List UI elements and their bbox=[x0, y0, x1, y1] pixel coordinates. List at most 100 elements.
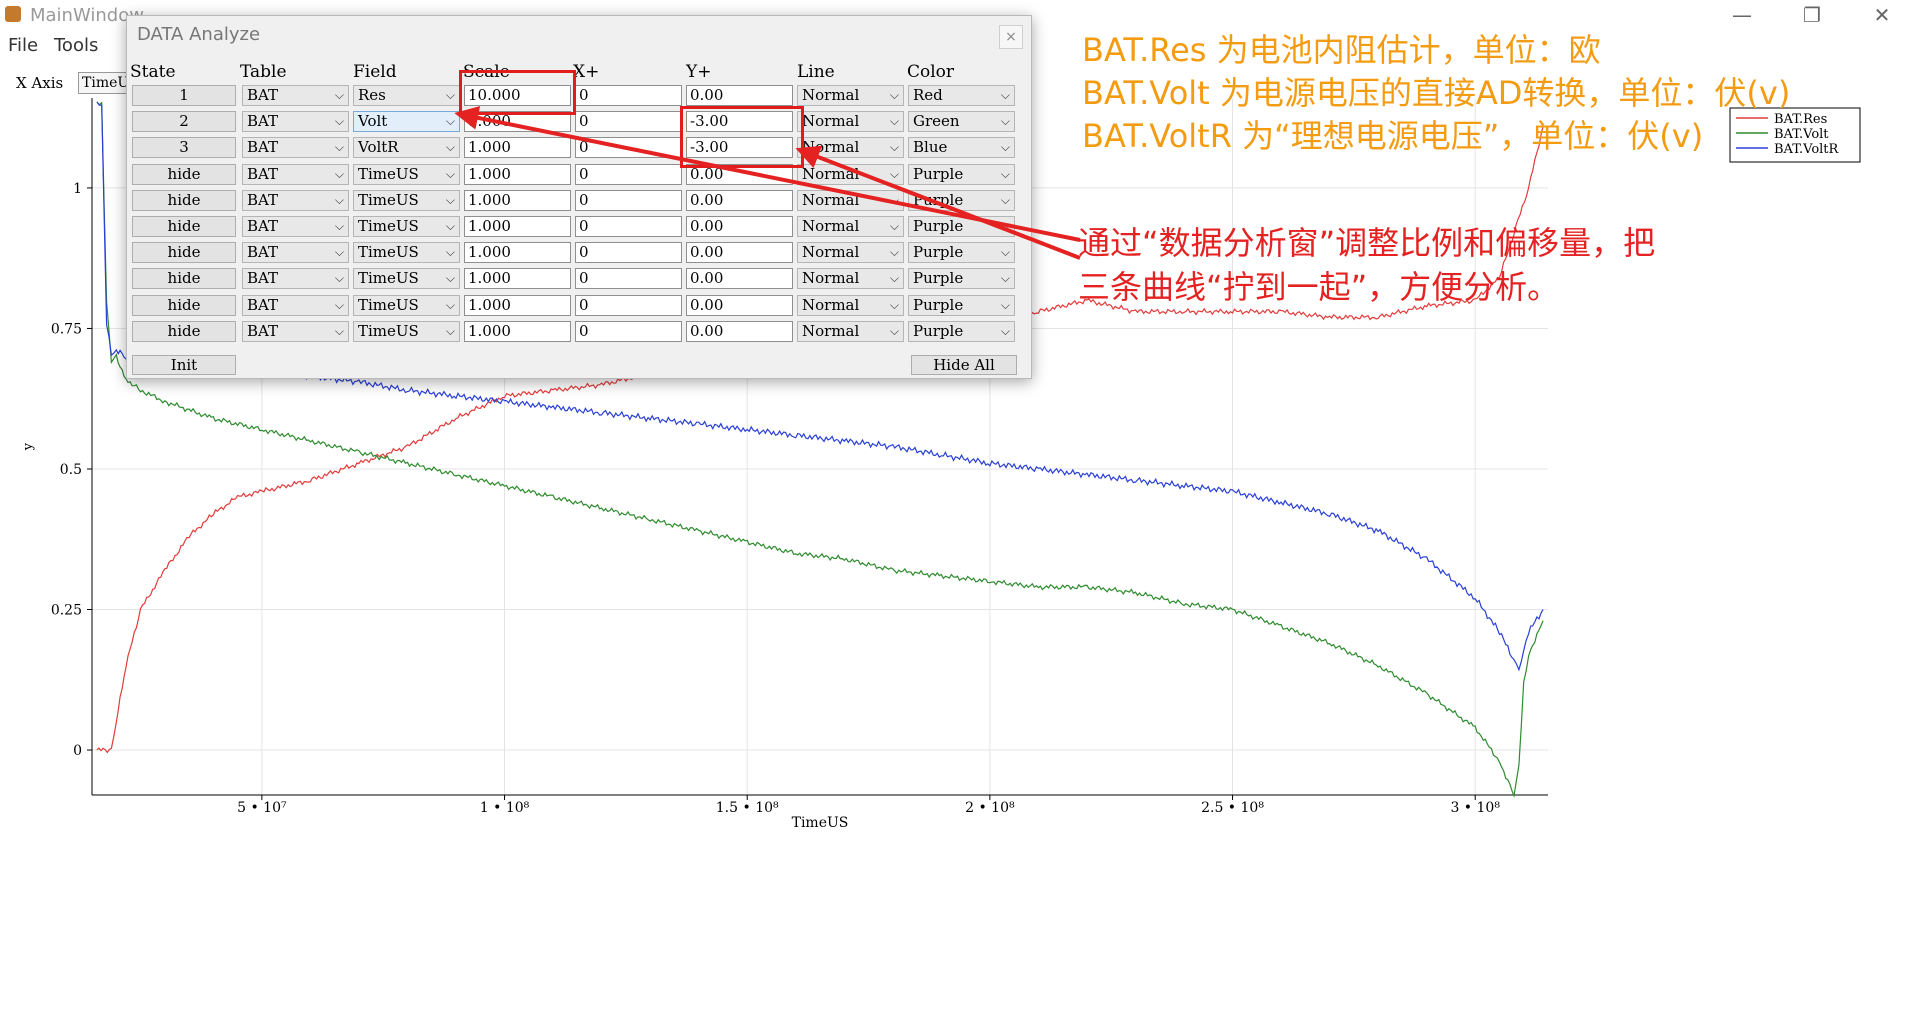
x-offset-input[interactable]: 0 bbox=[575, 190, 682, 211]
line-style-combo[interactable]: Normal ⌵ bbox=[797, 321, 904, 342]
dialog-close-button[interactable]: × bbox=[999, 25, 1023, 49]
line-style-combo[interactable]: Normal ⌵ bbox=[797, 216, 904, 237]
y-offset-input[interactable]: 0.00 bbox=[686, 242, 793, 263]
scale-input[interactable]: 1.000 bbox=[464, 190, 571, 211]
state-button[interactable]: hide bbox=[132, 242, 236, 263]
x-offset-input[interactable]: 0 bbox=[575, 216, 682, 237]
line-style-combo-value: Normal bbox=[802, 322, 859, 340]
field-combo[interactable]: TimeUS ⌵ bbox=[353, 242, 460, 263]
state-button[interactable]: hide bbox=[132, 164, 236, 185]
field-combo[interactable]: Volt ⌵ bbox=[353, 111, 460, 132]
table-combo[interactable]: BAT ⌵ bbox=[242, 216, 349, 237]
state-button[interactable]: 1 bbox=[132, 85, 236, 106]
color-combo[interactable]: Purple ⌵ bbox=[908, 164, 1015, 185]
y-offset-input[interactable]: 0.00 bbox=[686, 268, 793, 289]
line-style-combo[interactable]: Normal ⌵ bbox=[797, 190, 904, 211]
scale-input[interactable]: 1.000 bbox=[464, 242, 571, 263]
state-button-value: hide bbox=[168, 296, 201, 314]
field-combo[interactable]: VoltR ⌵ bbox=[353, 137, 460, 158]
minimize-button[interactable]: — bbox=[1722, 2, 1762, 28]
table-combo[interactable]: BAT ⌵ bbox=[242, 321, 349, 342]
hide-all-button[interactable]: Hide All bbox=[911, 355, 1017, 375]
state-button[interactable]: 2 bbox=[132, 111, 236, 132]
table-combo[interactable]: BAT ⌵ bbox=[242, 295, 349, 316]
state-button[interactable]: hide bbox=[132, 321, 236, 342]
color-combo-value: Purple bbox=[913, 322, 963, 340]
x-offset-input[interactable]: 0 bbox=[575, 268, 682, 289]
scale-input-value: 1.000 bbox=[468, 322, 511, 340]
annotation-definitions: BAT.Res 为电池内阻估计，单位：欧 BAT.Volt 为电源电压的直接AD… bbox=[1082, 29, 1790, 158]
state-button[interactable]: hide bbox=[132, 268, 236, 289]
table-combo[interactable]: BAT ⌵ bbox=[242, 85, 349, 106]
close-button[interactable]: ✕ bbox=[1862, 2, 1902, 28]
color-combo[interactable]: Blue ⌵ bbox=[908, 137, 1015, 158]
field-combo[interactable]: TimeUS ⌵ bbox=[353, 190, 460, 211]
scale-input[interactable]: 1.000 bbox=[464, 164, 571, 185]
table-combo[interactable]: BAT ⌵ bbox=[242, 242, 349, 263]
scale-input[interactable]: 1.000 bbox=[464, 137, 571, 158]
scale-input[interactable]: 1.000 bbox=[464, 268, 571, 289]
state-button[interactable]: hide bbox=[132, 295, 236, 316]
x-offset-input[interactable]: 0 bbox=[575, 295, 682, 316]
chevron-down-icon: ⌵ bbox=[335, 138, 344, 157]
restore-button[interactable]: ❐ bbox=[1792, 2, 1832, 28]
scale-input-value: 1.000 bbox=[468, 165, 511, 183]
line-style-combo[interactable]: Normal ⌵ bbox=[797, 137, 904, 158]
state-button[interactable]: hide bbox=[132, 190, 236, 211]
menu-file[interactable]: File bbox=[8, 35, 38, 56]
color-combo[interactable]: Purple ⌵ bbox=[908, 242, 1015, 263]
field-combo[interactable]: TimeUS ⌵ bbox=[353, 295, 460, 316]
x-offset-input-value: 0 bbox=[579, 296, 589, 314]
scale-input[interactable]: 1.000 bbox=[464, 216, 571, 237]
field-combo[interactable]: TimeUS ⌵ bbox=[353, 268, 460, 289]
line-style-combo[interactable]: Normal ⌵ bbox=[797, 164, 904, 185]
table-combo[interactable]: BAT ⌵ bbox=[242, 190, 349, 211]
color-combo[interactable]: Green ⌵ bbox=[908, 111, 1015, 132]
y-offset-input[interactable]: 0.00 bbox=[686, 295, 793, 316]
line-style-combo[interactable]: Normal ⌵ bbox=[797, 85, 904, 106]
line-style-combo[interactable]: Normal ⌵ bbox=[797, 111, 904, 132]
x-axis-title: TimeUS bbox=[792, 815, 849, 831]
table-combo[interactable]: BAT ⌵ bbox=[242, 164, 349, 185]
y-offset-input[interactable]: 0.00 bbox=[686, 321, 793, 342]
x-offset-input[interactable]: 0 bbox=[575, 242, 682, 263]
field-combo-value: TimeUS bbox=[358, 243, 419, 261]
field-combo[interactable]: TimeUS ⌵ bbox=[353, 164, 460, 185]
state-button-value: hide bbox=[168, 217, 201, 235]
x-offset-input[interactable]: 0 bbox=[575, 85, 682, 106]
table-combo[interactable]: BAT ⌵ bbox=[242, 111, 349, 132]
scale-input[interactable]: 1.000 bbox=[464, 321, 571, 342]
color-combo[interactable]: Purple ⌵ bbox=[908, 295, 1015, 316]
state-button[interactable]: hide bbox=[132, 216, 236, 237]
scale-input-value: 1.000 bbox=[468, 243, 511, 261]
table-combo[interactable]: BAT ⌵ bbox=[242, 268, 349, 289]
x-offset-input[interactable]: 0 bbox=[575, 164, 682, 185]
color-combo[interactable]: Purple ⌵ bbox=[908, 190, 1015, 211]
color-combo[interactable]: Purple ⌵ bbox=[908, 321, 1015, 342]
x-offset-input[interactable]: 0 bbox=[575, 111, 682, 132]
field-combo[interactable]: Res ⌵ bbox=[353, 85, 460, 106]
field-combo[interactable]: TimeUS ⌵ bbox=[353, 216, 460, 237]
line-style-combo[interactable]: Normal ⌵ bbox=[797, 268, 904, 289]
y-offset-input[interactable]: 0.00 bbox=[686, 85, 793, 106]
color-combo[interactable]: Purple ⌵ bbox=[908, 216, 1015, 237]
init-button[interactable]: Init bbox=[132, 355, 236, 375]
color-combo[interactable]: Red ⌵ bbox=[908, 85, 1015, 106]
x-offset-input[interactable]: 0 bbox=[575, 321, 682, 342]
x-axis-combo[interactable]: TimeU bbox=[78, 72, 130, 94]
table-combo[interactable]: BAT ⌵ bbox=[242, 137, 349, 158]
chevron-down-icon: ⌵ bbox=[890, 138, 899, 157]
state-button[interactable]: 3 bbox=[132, 137, 236, 158]
line-style-combo[interactable]: Normal ⌵ bbox=[797, 242, 904, 263]
color-combo[interactable]: Purple ⌵ bbox=[908, 268, 1015, 289]
x-offset-input[interactable]: 0 bbox=[575, 137, 682, 158]
menu-tools[interactable]: Tools bbox=[54, 35, 98, 56]
field-combo[interactable]: TimeUS ⌵ bbox=[353, 321, 460, 342]
y-tick-label: 0 bbox=[73, 743, 82, 759]
scale-input[interactable]: 1.000 bbox=[464, 295, 571, 316]
y-offset-input[interactable]: 0.00 bbox=[686, 190, 793, 211]
line-style-combo[interactable]: Normal ⌵ bbox=[797, 295, 904, 316]
x-offset-input-value: 0 bbox=[579, 138, 589, 156]
table-combo-value: BAT bbox=[247, 86, 278, 104]
y-offset-input[interactable]: 0.00 bbox=[686, 216, 793, 237]
